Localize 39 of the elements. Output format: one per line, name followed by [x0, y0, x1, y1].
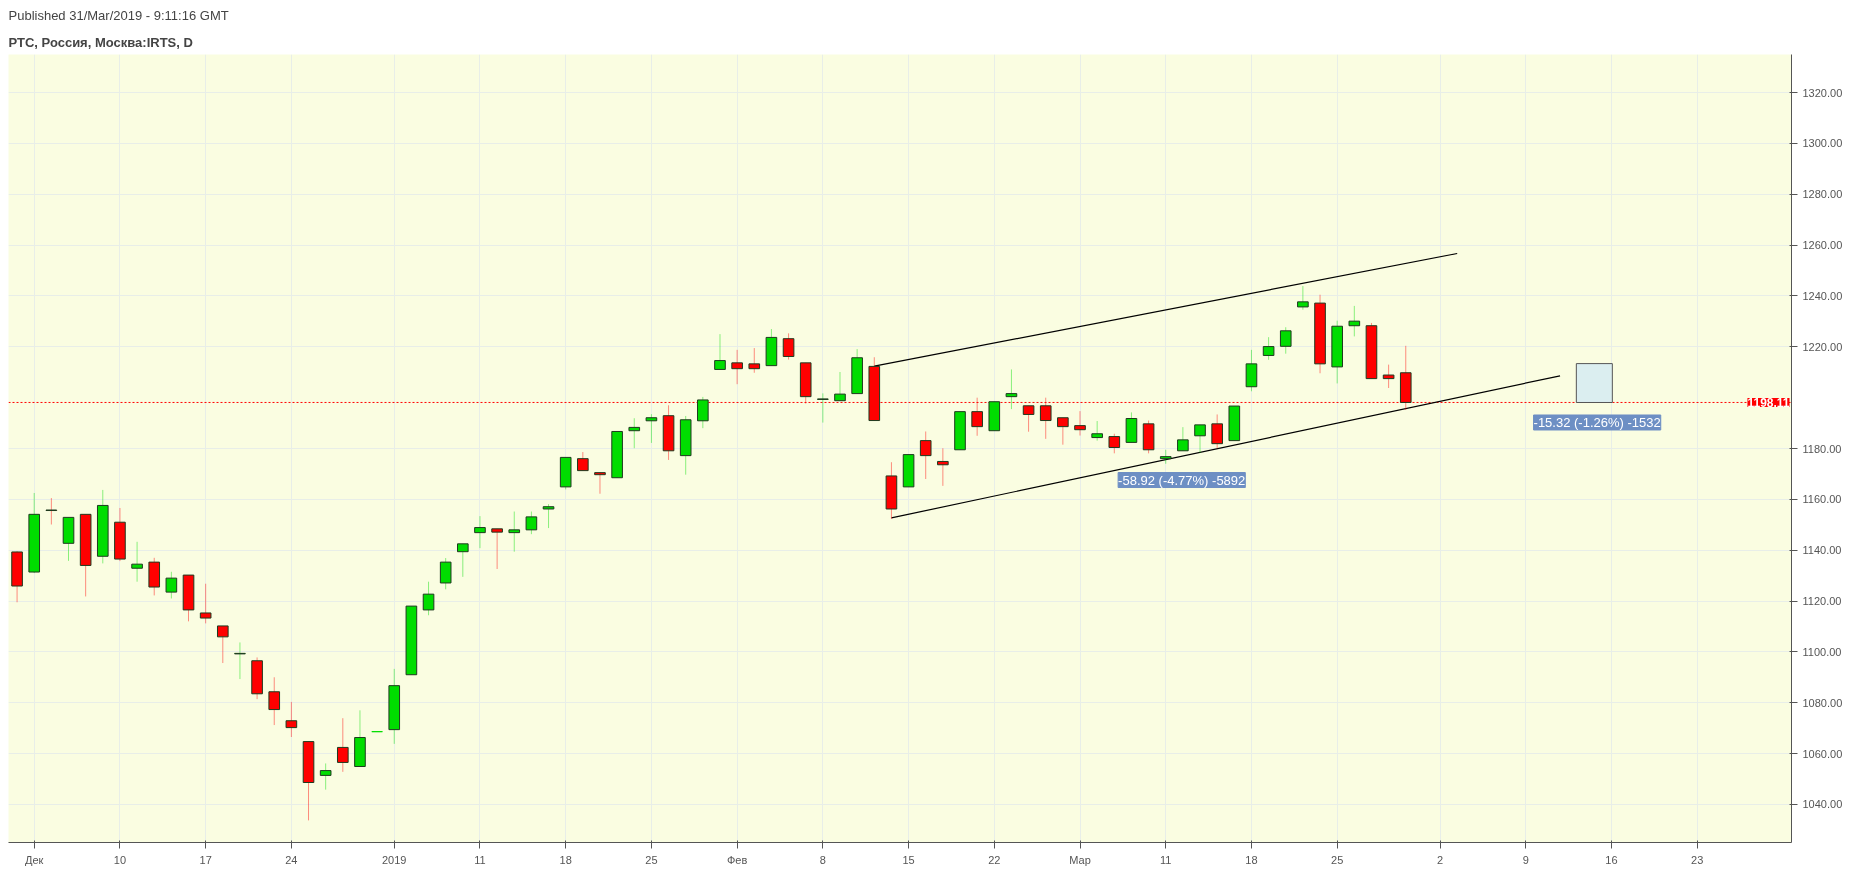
y-tick-label: 1280.00 — [1802, 188, 1843, 201]
x-tick-label: Фев — [726, 853, 748, 866]
y-tick-label: 1220.00 — [1802, 340, 1843, 353]
x-tick-label: 9 — [1522, 853, 1529, 866]
y-tick-label: 1300.00 — [1802, 137, 1843, 150]
x-tick-label: 17 — [199, 853, 212, 866]
x-tick-label: 25 — [645, 853, 658, 866]
x-tick-label: 16 — [1605, 853, 1618, 866]
y-tick-label: 1180.00 — [1802, 442, 1842, 455]
x-tick-label: 15 — [902, 853, 915, 866]
y-tick-label: 1140.00 — [1802, 544, 1842, 557]
chart-subtitle: Published 31/Mar/2019 - 9:11:16 GMT — [8, 7, 229, 23]
x-tick-label: 8 — [819, 853, 826, 866]
chart-title: РТС, Россия, Москва:IRTS, D — [8, 34, 193, 50]
x-tick-label: 18 — [1245, 853, 1258, 866]
y-tick-label: 1320.00 — [1802, 86, 1843, 99]
x-tick-label: 2 — [1436, 853, 1444, 866]
y-tick-label: 1240.00 — [1802, 289, 1843, 302]
y-tick-label: 1080.00 — [1802, 696, 1843, 709]
x-tick-label: 2019 — [382, 853, 407, 866]
x-tick-label: 25 — [1331, 853, 1344, 866]
x-tick-label: 18 — [559, 853, 572, 866]
y-tick-label: 1260.00 — [1802, 239, 1843, 252]
x-tick-label: 22 — [988, 853, 1001, 866]
annotation: -58.92 (-4.77%) -5892 — [1118, 472, 1246, 488]
x-tick-label: Дек — [25, 853, 44, 866]
y-tick-label: 1120.00 — [1802, 595, 1842, 608]
x-tick-label: Мар — [1069, 853, 1091, 866]
y-tick-label: 1060.00 — [1802, 747, 1843, 760]
y-tick-label: 1040.00 — [1802, 798, 1843, 811]
x-tick-label: 10 — [113, 853, 127, 866]
y-tick-label: 1160.00 — [1802, 493, 1842, 506]
ref-line-label: 1198.11 — [1747, 395, 1790, 410]
y-tick-label: 1100.00 — [1802, 645, 1842, 658]
annotation: -15.32 (-1.26%) -1532 — [1533, 415, 1661, 430]
x-tick-label: 11 — [1160, 853, 1172, 866]
x-tick-label: 24 — [285, 853, 298, 866]
x-tick-label: 11 — [474, 853, 486, 866]
x-tick-label: 23 — [1691, 853, 1704, 866]
